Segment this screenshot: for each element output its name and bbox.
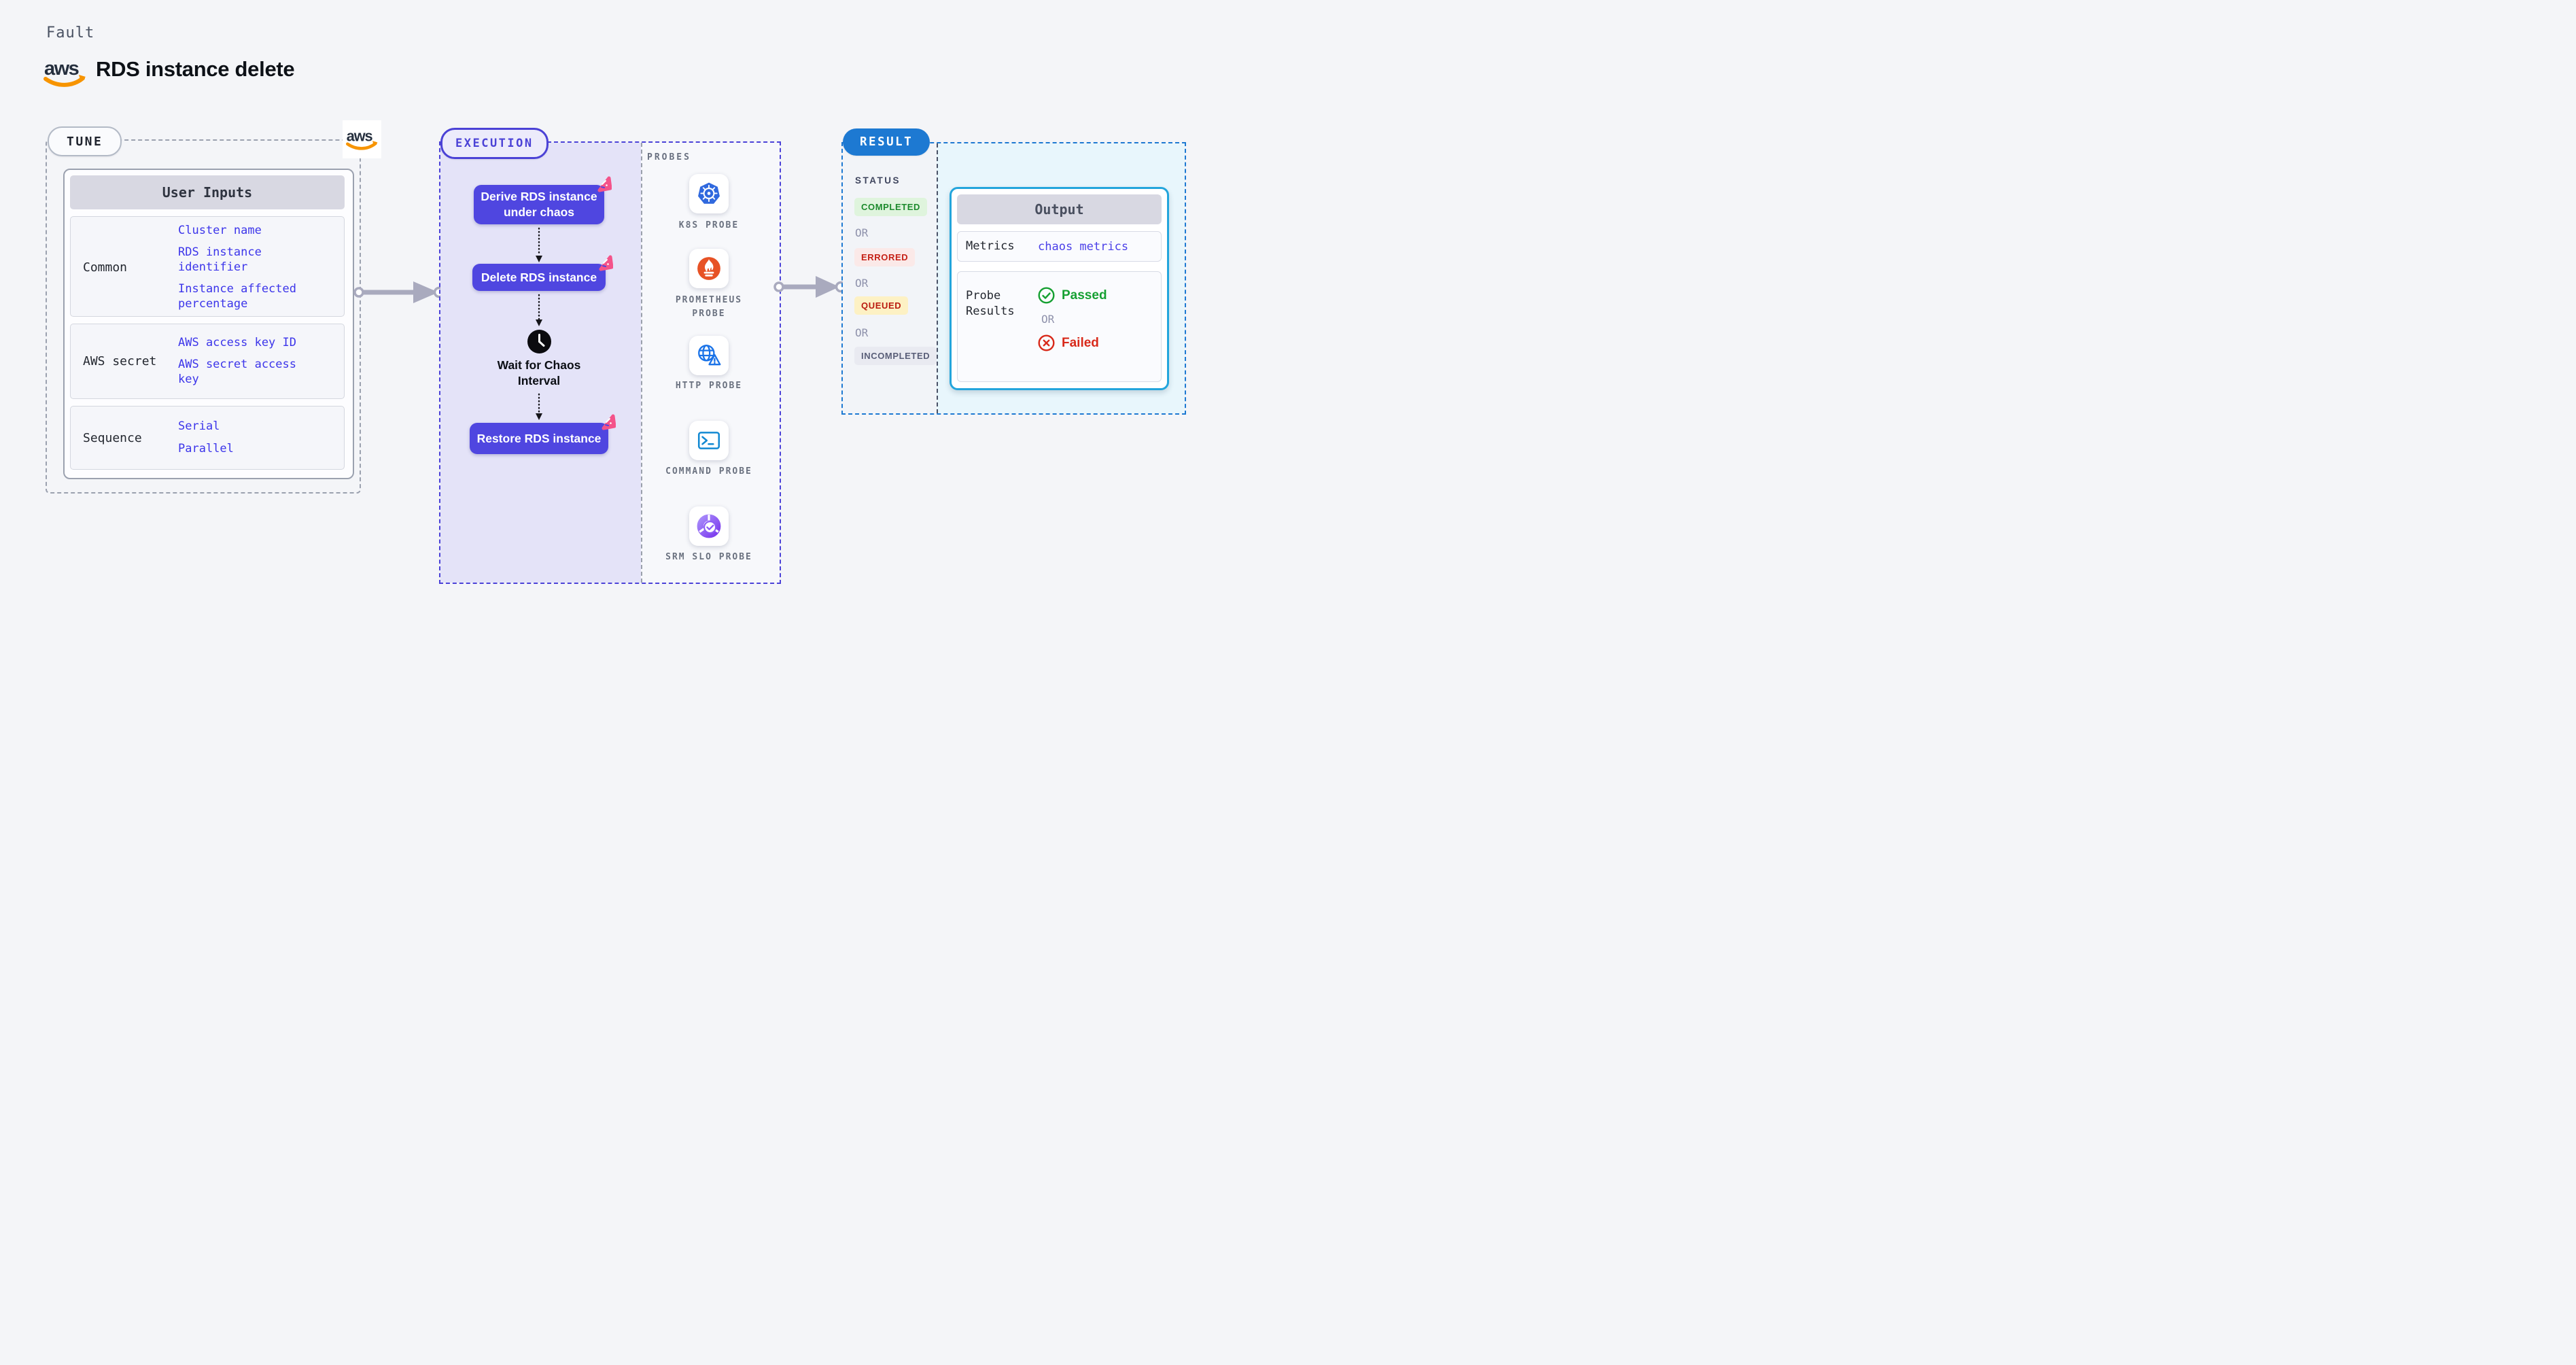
status-panel	[843, 143, 937, 413]
result-divider	[937, 143, 938, 413]
step-label: Derive RDS instance under chaos	[481, 190, 597, 219]
chaos-fault-icon	[595, 176, 612, 196]
input-link[interactable]: Cluster name	[178, 224, 262, 237]
aws-wordmark: aws	[44, 58, 79, 80]
probe-results-values: Passed OR Failed	[1038, 272, 1161, 381]
step-node-delete-rds: Delete RDS instance	[472, 255, 614, 291]
connector-arrow-down	[536, 294, 542, 326]
page-kicker: Fault	[46, 24, 95, 41]
status-badge-errored: ERRORED	[854, 248, 916, 266]
status-label: STATUS	[855, 175, 901, 186]
check-circle-icon	[1038, 287, 1055, 304]
input-link[interactable]: Parallel	[178, 441, 234, 455]
input-row-label: Common	[83, 260, 128, 275]
svg-text:aws: aws	[346, 127, 372, 144]
input-link[interactable]: AWS access key ID	[178, 335, 296, 349]
chaos-fault-icon	[599, 414, 616, 434]
tune-section	[46, 139, 361, 494]
probe-tile-srm-slo	[689, 506, 729, 546]
flow-arrow-tune-to-execution	[353, 281, 445, 303]
fault-diagram-page: Fault aws RDS instance delete TUNE aws U…	[0, 0, 1288, 682]
kubernetes-icon	[698, 182, 720, 204]
status-badge-queued: QUEUED	[854, 296, 909, 315]
tune-badge: TUNE	[48, 126, 122, 156]
probe-tile-command	[689, 421, 729, 460]
flow-arrow-execution-to-result	[773, 276, 847, 298]
aws-logo: aws	[43, 57, 87, 91]
input-row-label: AWS secret	[83, 354, 157, 368]
connector-arrow-down	[536, 227, 542, 262]
step-node-derive-rds: Derive RDS instance under chaos	[474, 176, 612, 224]
chaos-fault-icon	[597, 255, 614, 275]
connector-arrow-down	[536, 393, 542, 420]
probe-result-failed: Failed	[1038, 334, 1161, 351]
probe-result-or: OR	[1041, 313, 1055, 326]
aws-smile-icon	[43, 76, 85, 87]
srm-slo-icon	[697, 514, 721, 538]
page-title: RDS instance delete	[96, 57, 295, 81]
step-label: Delete RDS instance	[481, 270, 597, 284]
status-badge-completed: COMPLETED	[854, 198, 928, 216]
probes-label: PROBES	[647, 152, 691, 162]
probe-tile-prometheus	[689, 249, 729, 288]
probe-name-srm-slo: SRM SLO PROBE	[665, 552, 752, 562]
input-row-aws-secret: AWS secret AWS access key ID AWS secret …	[70, 324, 345, 399]
input-link[interactable]: AWS secret access key	[178, 358, 296, 386]
probe-name-http: HTTP PROBE	[675, 381, 743, 391]
input-row-values: AWS access key ID AWS secret access key	[178, 324, 344, 398]
probe-name-command: COMMAND PROBE	[665, 466, 752, 477]
input-link[interactable]: RDS instance identifier	[178, 245, 262, 274]
status-or: OR	[855, 226, 869, 239]
input-link[interactable]: Instance affected percentage	[178, 282, 296, 311]
probe-result-passed: Passed	[1038, 287, 1161, 304]
result-badge: RESULT	[843, 128, 930, 156]
aws-target-logo: aws	[343, 120, 381, 158]
output-header: Output	[957, 194, 1162, 224]
x-circle-icon	[1038, 334, 1055, 351]
status-or: OR	[855, 326, 869, 339]
probe-name-prometheus: PROMETHEUS PROBE	[675, 295, 743, 319]
http-globe-icon	[698, 345, 721, 366]
passed-text: Passed	[1062, 288, 1107, 303]
input-row-label: Sequence	[83, 430, 142, 445]
user-inputs-header: User Inputs	[70, 175, 345, 209]
output-row-metrics: Metrics chaos metrics	[957, 231, 1162, 262]
input-row-common: Common Cluster name RDS instance identif…	[70, 216, 345, 317]
metrics-value-link[interactable]: chaos metrics	[1038, 239, 1129, 254]
aws-smile-arrow-icon	[79, 75, 86, 82]
input-row-values: Serial Parallel	[178, 407, 344, 469]
failed-text: Failed	[1062, 335, 1099, 350]
probe-name-k8s: K8S PROBE	[678, 220, 739, 230]
probe-tile-http	[689, 336, 729, 375]
input-row-values: Cluster name RDS instance identifier Ins…	[178, 217, 344, 318]
execution-badge: EXECUTION	[440, 128, 549, 159]
metrics-label: Metrics	[966, 239, 1015, 254]
step-wait-label: Wait for Chaos Interval	[497, 358, 581, 387]
status-badge-incompleted: INCOMPLETED	[854, 347, 937, 365]
step-label: Restore RDS instance	[476, 431, 602, 445]
input-link[interactable]: Serial	[178, 419, 220, 434]
prometheus-icon	[697, 257, 720, 280]
status-or: OR	[855, 277, 869, 290]
terminal-icon	[697, 432, 720, 449]
probes-divider	[641, 143, 642, 583]
probe-tile-k8s	[689, 174, 729, 213]
step-node-restore-rds: Restore RDS instance	[470, 414, 616, 454]
clock-icon	[527, 329, 552, 357]
input-row-sequence: Sequence Serial Parallel	[70, 406, 345, 470]
probe-results-label: Probe Results	[966, 289, 1015, 318]
output-row-probe-results: Probe Results Passed OR Failed	[957, 271, 1162, 382]
